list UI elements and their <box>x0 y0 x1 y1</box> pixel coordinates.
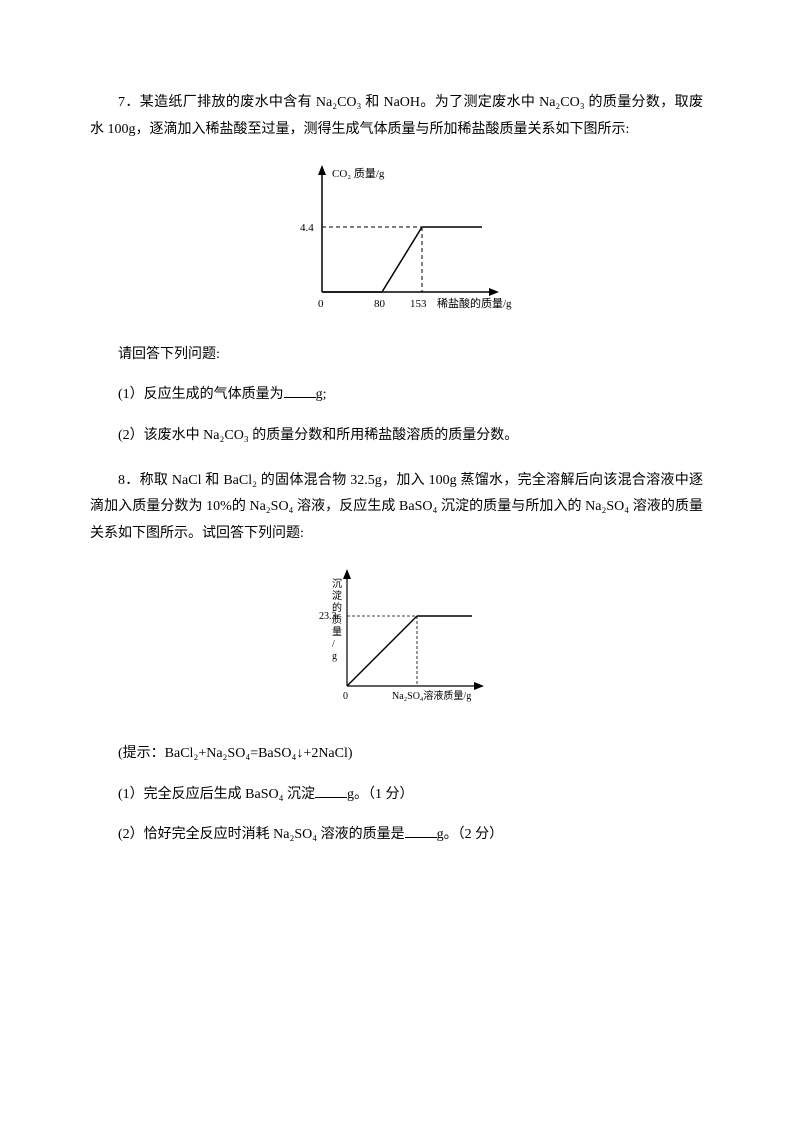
q7-sub1: (1）反应生成的气体质量为 g; <box>90 382 703 409</box>
q7-sub1-prefix: (1）反应生成的气体质量为 <box>118 387 284 402</box>
q8-yl2: 淀 <box>332 589 342 602</box>
q7-ylabel: CO₂ 质量/g <box>332 167 385 180</box>
q7-sub1-suffix: g; <box>316 387 327 402</box>
q8-sub1-suffix: g。（1 分） <box>347 787 414 802</box>
q8-yl6: / <box>332 639 335 650</box>
q8-yl7: g <box>332 651 337 662</box>
q7-intro: 7．某造纸厂排放的废水中含有 Na₂CO₃ 和 NaOH。为了测定废水中 Na₂… <box>90 90 703 143</box>
q7-chart: CO₂ 质量/g 4.4 0 80 153 稀盐酸的质量/g <box>282 157 512 317</box>
q7-number: 7． <box>118 95 140 110</box>
q7-xlabel: 稀盐酸的质量/g <box>437 296 512 310</box>
q8-sub1-blank[interactable] <box>315 784 347 798</box>
q8-sub1: (1）完全反应后生成 BaSO₄ 沉淀 g。（1 分） <box>90 782 703 809</box>
q7-chart-container: CO₂ 质量/g 4.4 0 80 153 稀盐酸的质量/g <box>90 157 703 328</box>
q8-sub2-blank[interactable] <box>405 824 437 838</box>
q7-yval: 4.4 <box>300 222 314 234</box>
q8-sub1-prefix: (1）完全反应后生成 BaSO₄ 沉淀 <box>118 787 315 802</box>
q7-prompt: 请回答下列问题: <box>90 342 703 369</box>
q8-x0: 0 <box>343 691 348 702</box>
q8-chart: 沉 淀 的 质 量 / g 23.3 0 Na₂SO₄溶液质量/g <box>297 561 497 716</box>
q7-x1: 80 <box>374 298 386 310</box>
q8-sub2-suffix: g。（2 分） <box>437 827 504 842</box>
q7-sub2: (2）该废水中 Na₂CO₃ 的质量分数和所用稀盐酸溶质的质量分数。 <box>90 423 703 450</box>
q8-intro-text: 称取 NaCl 和 BaCl₂ 的固体混合物 32.5g，加入 100g 蒸馏水… <box>90 473 703 541</box>
q7-sub1-blank[interactable] <box>284 384 316 398</box>
q8-hint: (提示：BaCl₂+Na₂SO₄=BaSO₄↓+2NaCl) <box>90 741 703 768</box>
q8-intro: 8．称取 NaCl 和 BaCl₂ 的固体混合物 32.5g，加入 100g 蒸… <box>90 468 703 548</box>
q8-sub2: (2）恰好完全反应时消耗 Na₂SO₄ 溶液的质量是 g。（2 分） <box>90 822 703 849</box>
q8-sub2-prefix: (2）恰好完全反应时消耗 Na₂SO₄ 溶液的质量是 <box>118 827 405 842</box>
q8-xlabel: Na₂SO₄溶液质量/g <box>392 689 471 702</box>
q8-number: 8． <box>118 473 140 488</box>
q7-x0: 0 <box>318 298 324 310</box>
q8-yval: 23.3 <box>319 611 337 622</box>
q8-yl5: 量 <box>332 626 342 638</box>
q7-intro-text: 某造纸厂排放的废水中含有 Na₂CO₃ 和 NaOH。为了测定废水中 Na₂CO… <box>90 95 703 137</box>
q8-chart-container: 沉 淀 的 质 量 / g 23.3 0 Na₂SO₄溶液质量/g <box>90 561 703 727</box>
q8-yl1: 沉 <box>332 577 342 590</box>
q7-x2: 153 <box>410 298 427 310</box>
